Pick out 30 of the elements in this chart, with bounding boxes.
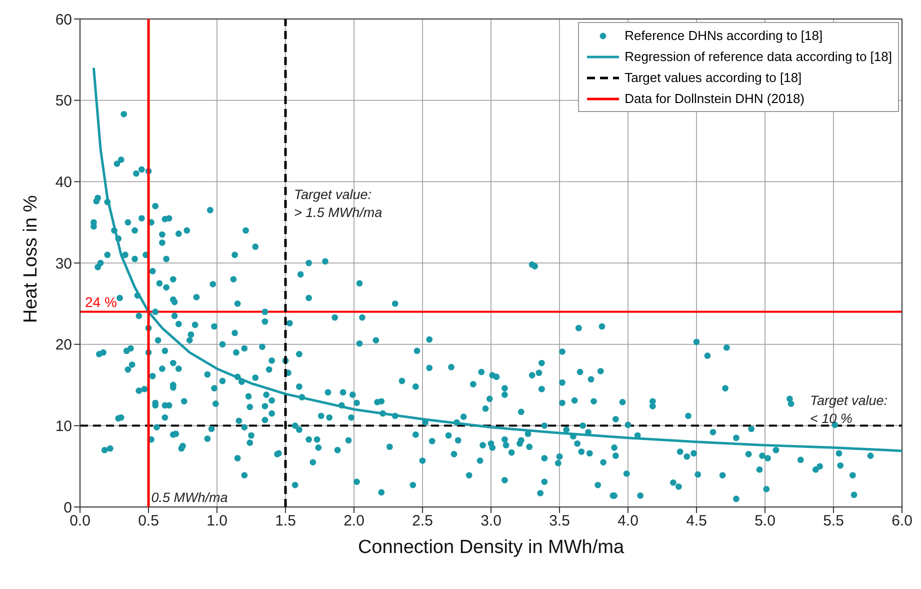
y-tick-label: 50 (55, 92, 72, 110)
annotation: Target value: > 1.5 MWh/ma (294, 186, 382, 222)
y-tick-label: 40 (55, 174, 72, 191)
x-tick-label: 5.5 (823, 512, 844, 530)
y-axis-title: Heat Loss in % (20, 195, 42, 323)
y-tick-label: 10 (55, 418, 72, 435)
x-tick-label: 0.5 (138, 512, 159, 530)
x-tick-label: 0.0 (70, 512, 90, 530)
x-tick-label: 4.5 (686, 512, 707, 530)
x-tick-label: 5.0 (754, 512, 776, 530)
x-tick-label: 3.5 (549, 512, 570, 530)
legend-label: Reference DHNs according to [18] (624, 28, 823, 43)
x-tick-label: 6.0 (892, 512, 912, 530)
y-tick-label: 0 (64, 499, 72, 516)
x-tick-label: 2.5 (412, 512, 433, 530)
x-tick-label: 1.0 (206, 512, 228, 530)
ref-line-label: 24 % (85, 294, 117, 310)
x-tick-label: 1.5 (275, 512, 296, 530)
annotation: 0.5 MWh/ma (151, 490, 228, 506)
y-tick-label: 30 (55, 255, 72, 272)
legend-label: Target values according to [18] (624, 70, 802, 85)
y-tick-label: 60 (55, 11, 72, 28)
x-axis-title: Connection Density in MWh/ma (358, 537, 624, 558)
annotation: Target value: < 10 % (810, 392, 888, 428)
x-tick-label: 2.0 (344, 512, 364, 530)
x-tick-label: 3.0 (480, 512, 502, 530)
legend-label: Data for Dollnstein DHN (2018) (624, 91, 805, 106)
x-tick-label: 4.0 (618, 512, 638, 530)
y-tick-label: 20 (55, 336, 72, 354)
legend-label: Regression of reference data according to [18] (624, 49, 892, 64)
